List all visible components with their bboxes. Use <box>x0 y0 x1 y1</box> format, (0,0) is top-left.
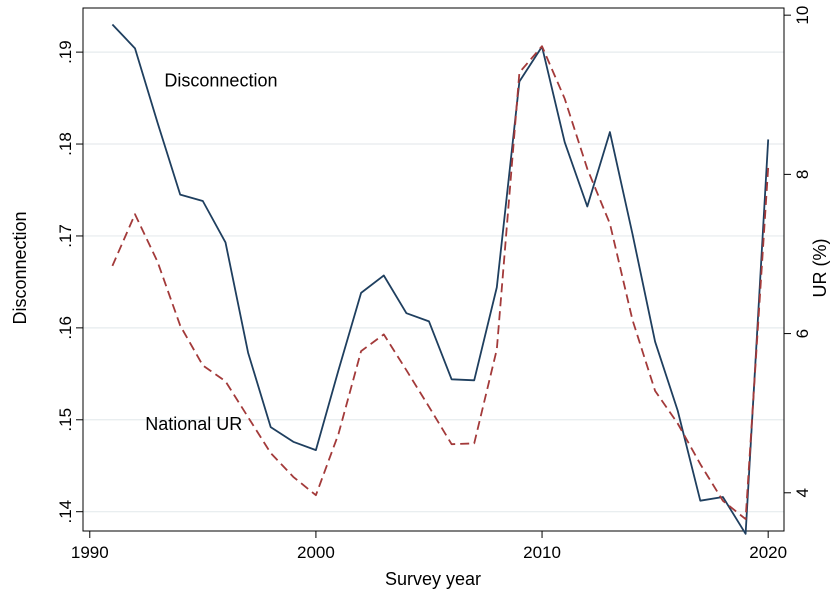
y-axis-left: .14 .15 .16 .17 .18 .19 <box>56 40 83 524</box>
annotation-0: Disconnection <box>164 70 277 90</box>
x-axis: 1990 2000 2010 2020 <box>71 531 787 562</box>
y-axis-right-title: UR (%) <box>810 239 830 298</box>
y-left-tick-label-0: .14 <box>56 500 75 524</box>
y-right-tick-label-2: 8 <box>793 170 812 179</box>
x-tick-label-3: 2020 <box>749 543 787 562</box>
y-left-tick-label-2: .16 <box>56 316 75 340</box>
y-right-tick-label-3: 10 <box>793 6 812 25</box>
annotation-layer: Disconnection National UR <box>145 70 277 434</box>
y-left-tick-label-3: .17 <box>56 224 75 248</box>
y-left-tick-label-1: .15 <box>56 408 75 432</box>
y-right-tick-label-1: 6 <box>793 329 812 338</box>
gridlines <box>83 51 784 513</box>
x-tick-label-0: 1990 <box>71 543 109 562</box>
y-axis-right: 4 6 8 10 <box>784 6 812 498</box>
series-layer <box>111 23 770 535</box>
plot-frame <box>82 7 785 532</box>
series-line-1 <box>111 45 770 520</box>
x-tick-label-2: 2010 <box>523 543 561 562</box>
y-axis-left-title: Disconnection <box>10 211 30 324</box>
y-right-tick-label-0: 4 <box>793 488 812 497</box>
annotation-1: National UR <box>145 414 242 434</box>
y-left-tick-label-4: .18 <box>56 132 75 156</box>
series-line-0 <box>111 23 770 535</box>
x-axis-title: Survey year <box>385 569 481 589</box>
x-tick-label-1: 2000 <box>297 543 335 562</box>
y-left-tick-label-5: .19 <box>56 40 75 64</box>
